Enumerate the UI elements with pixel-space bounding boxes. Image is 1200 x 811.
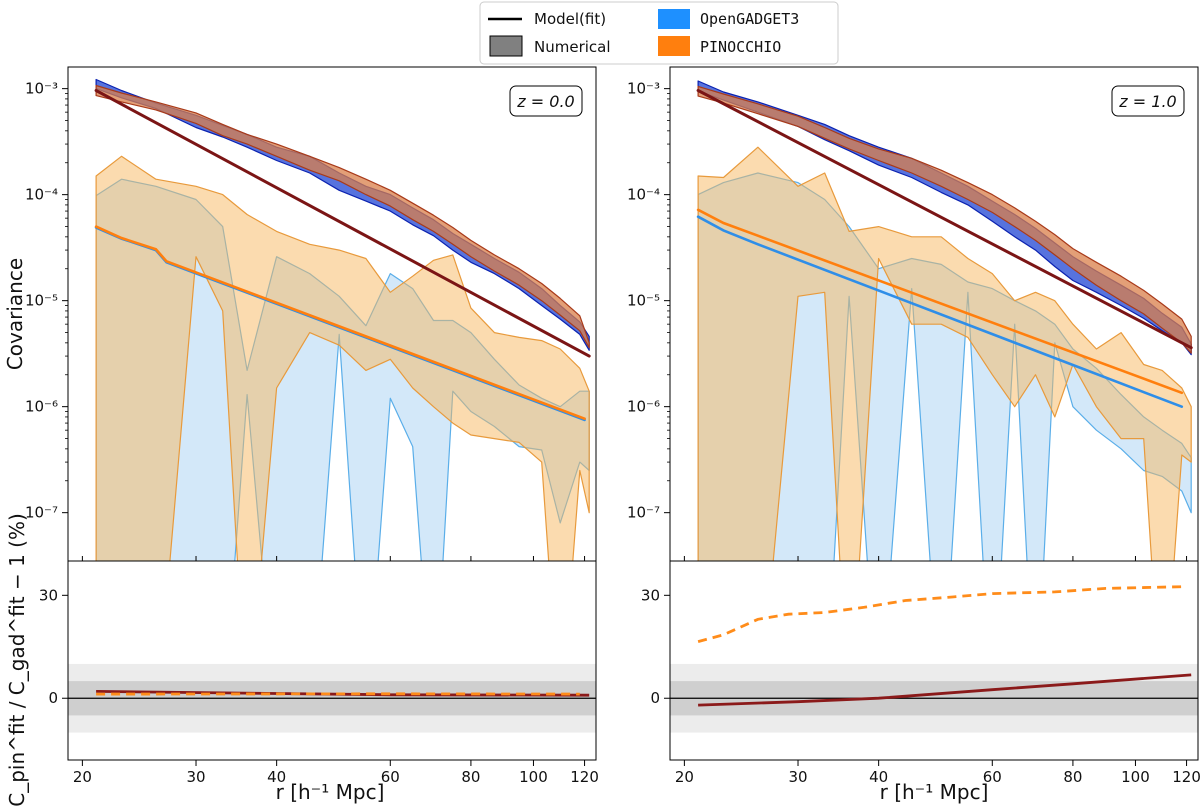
- panel-z0-ytick-bottom-label: 30: [39, 586, 58, 604]
- legend-numerical-swatch: [489, 35, 523, 57]
- panel-z1-top-yticks: 10⁻⁷ 10⁻⁶ 10⁻⁵ 10⁻⁴ 10⁻³: [627, 80, 670, 522]
- panel-z1-redshift-label: z = 1.0: [1111, 85, 1185, 117]
- panel-z1-ytick-top-label: 10⁻³: [627, 80, 660, 98]
- panel-z1-pinocchio-offdiag-band: [697, 146, 1192, 561]
- panel-z0-xtick-label: 100: [519, 768, 548, 786]
- panel-z1-redshift-text: z = 1.0: [1118, 92, 1176, 111]
- panel-z0-redshift-label: z = 0.0: [509, 85, 583, 117]
- panel-z0-redshift-text: z = 0.0: [516, 92, 574, 111]
- legend-pinocchio-label: PINOCCHIO: [700, 38, 781, 56]
- y-axis-title-bottom: C_pin^fit / C_gad^fit − 1 (%): [5, 513, 29, 807]
- panel-z0-ytick-top-label: 10⁻⁷: [25, 504, 58, 522]
- panel-z1-bottom-yticks: 0 30: [641, 586, 670, 707]
- panel-z1-xtick-label: 30: [788, 768, 807, 786]
- panel-z1-ytick-top-label: 10⁻⁵: [627, 292, 660, 310]
- panel-z0-pinocchio-diag-band: [95, 84, 590, 349]
- panel-z0-xticks: 20 30 40 60 80 100 120: [73, 556, 599, 786]
- panel-z1-model-diag-line: [696, 89, 1193, 350]
- panel-z1-bottom: 0 30 20 30 40 60 80 100 120: [641, 556, 1200, 786]
- panel-z1-ratio-offdiag-line: [697, 585, 1182, 643]
- panel-z1-top-plot: [696, 80, 1193, 561]
- panel-z0-xtick-label: 120: [570, 768, 599, 786]
- panel-z0-xtick-label: 80: [461, 768, 480, 786]
- legend: Model(fit) Numerical OpenGADGET3 PINOCCH…: [479, 1, 839, 65]
- panel-z0-bottom-frame: [67, 560, 597, 761]
- panel-z1-bottom-plot: [670, 585, 1198, 733]
- panel-z0-ytick-top-label: 10⁻³: [25, 80, 58, 98]
- panel-z1-xtick-label: 40: [869, 768, 888, 786]
- panel-z1-ytick-top-label: 10⁻⁶: [627, 398, 660, 416]
- legend-numerical-label: Numerical: [534, 38, 611, 56]
- panel-z1-ytick-bottom-label: 30: [641, 586, 660, 604]
- panel-z0-xtick-label: 30: [186, 768, 205, 786]
- panel-z0-top-plot: [94, 78, 591, 561]
- panel-z1-xtick-label: 20: [675, 768, 694, 786]
- panel-z0-xtick-label: 60: [381, 768, 400, 786]
- panel-z0-model-diag-line: [94, 89, 591, 358]
- legend-opengadget-label: OpenGADGET3: [700, 10, 799, 28]
- panel-z0-pinocchio-offdiag-band: [95, 155, 590, 561]
- panel-z0-ytick-top-label: 10⁻⁵: [25, 292, 58, 310]
- panel-z1-ytick-top-label: 10⁻⁷: [627, 504, 660, 522]
- panel-z0-ytick-bottom-label: 0: [48, 689, 58, 707]
- panel-z1-ytick-top-label: 10⁻⁴: [627, 186, 660, 204]
- panel-z1-bottom-frame: [669, 560, 1199, 761]
- panel-z1-model-offdiag-gadget-line: [696, 215, 1184, 409]
- x-axis-title-right: r [h⁻¹ Mpc]: [880, 780, 989, 804]
- legend-frame: [479, 1, 839, 65]
- legend-opengadget-swatch: [658, 9, 690, 29]
- panel-z1-model-offdiag-pinocchio-line: [696, 208, 1184, 395]
- panel-z1-xtick-label: 60: [983, 768, 1002, 786]
- panel-z1-ratio-diag-line: [698, 673, 1192, 707]
- panel-z0-bottom: 0 30 20 30 40 60 80 100 120: [39, 556, 599, 786]
- panel-z0-top-yticks: 10⁻⁷ 10⁻⁶ 10⁻⁵ 10⁻⁴ 10⁻³: [25, 80, 68, 522]
- panel-z1: 10⁻⁷ 10⁻⁶ 10⁻⁵ 10⁻⁴ 10⁻³ z = 1.0 0 30 20 30 40 6…: [627, 66, 1200, 786]
- panel-z1-xtick-label: 100: [1121, 768, 1150, 786]
- panel-z1-xtick-label: 80: [1063, 768, 1082, 786]
- panel-z1-xticks: 20 30 40 60 80 100 120: [675, 556, 1200, 786]
- panel-z1-xtick-label: 120: [1172, 768, 1200, 786]
- panel-z1-pinocchio-diag-band: [697, 85, 1192, 354]
- panel-z0-bottom-plot: [68, 663, 596, 733]
- panel-z0-xtick-label: 40: [267, 768, 286, 786]
- legend-pinocchio-swatch: [658, 36, 690, 56]
- x-axis-title-left: r [h⁻¹ Mpc]: [276, 780, 385, 804]
- y-axis-title-top: Covariance: [3, 258, 27, 370]
- panel-z0: 10⁻⁷ 10⁻⁶ 10⁻⁵ 10⁻⁴ 10⁻³ z = 0.0 0 30 20 30 40 6…: [25, 66, 599, 786]
- legend-model-label: Model(fit): [534, 10, 606, 28]
- panel-z1-top: 10⁻⁷ 10⁻⁶ 10⁻⁵ 10⁻⁴ 10⁻³ z = 1.0: [627, 66, 1199, 562]
- panel-z0-top: 10⁻⁷ 10⁻⁶ 10⁻⁵ 10⁻⁴ 10⁻³ z = 0.0: [25, 66, 597, 562]
- panel-z0-model-offdiag-pinocchio-line: [94, 225, 586, 421]
- panel-z0-xtick-label: 20: [73, 768, 92, 786]
- panel-z1-ytick-bottom-label: 0: [650, 689, 660, 707]
- panel-z0-bottom-yticks: 0 30: [39, 586, 68, 707]
- panel-z0-ytick-top-label: 10⁻⁶: [25, 398, 58, 416]
- panel-z0-ytick-top-label: 10⁻⁴: [25, 186, 58, 204]
